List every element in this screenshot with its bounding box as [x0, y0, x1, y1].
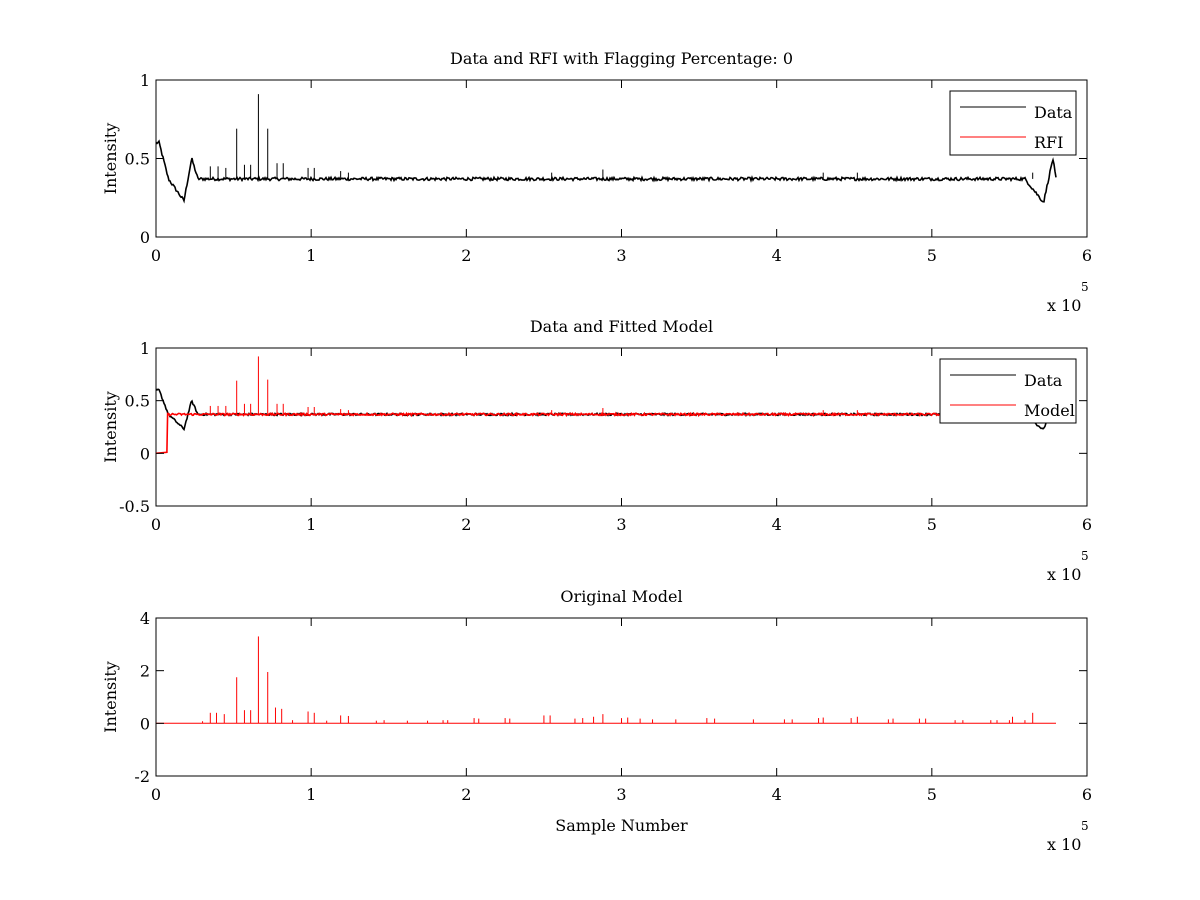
x-multiplier: x 10 [1047, 565, 1081, 584]
y-tick-label: 0 [140, 228, 150, 247]
x-tick-label: 3 [616, 785, 626, 804]
plot-title: Data and RFI with Flagging Percentage: 0 [450, 49, 793, 68]
series-line-model [155, 411, 1057, 455]
x-tick-label: 0 [151, 246, 161, 265]
x-tick-label: 1 [306, 246, 316, 265]
x-tick-label: 1 [306, 515, 316, 534]
y-tick-label: 1 [140, 339, 150, 358]
series-line-data [155, 139, 1057, 204]
x-multiplier-exponent: 5 [1081, 549, 1089, 563]
y-tick-label: 0 [140, 714, 150, 733]
x-tick-label: 0 [151, 515, 161, 534]
y-tick-label: 4 [140, 609, 150, 628]
x-tick-label: 4 [772, 246, 782, 265]
x-tick-label: 5 [927, 246, 937, 265]
y-axis-label: Intensity [101, 661, 120, 733]
legend-box [939, 358, 1077, 424]
y-tick-label: 0 [140, 444, 150, 463]
legend: Data Model [939, 358, 1077, 424]
y-tick-label: 0.5 [125, 150, 150, 169]
legend-label-rfi: RFI [1034, 133, 1063, 152]
x-tick-label: 3 [616, 246, 626, 265]
x-tick-label: 3 [616, 515, 626, 534]
plot-title: Original Model [560, 587, 682, 606]
x-tick-label: 1 [306, 785, 316, 804]
axes-box [155, 347, 1088, 507]
x-tick-label: 2 [461, 246, 471, 265]
x-multiplier: x 10 [1047, 296, 1081, 315]
y-tick-label: 1 [140, 71, 150, 90]
y-axis-label: Intensity [101, 123, 120, 195]
y-tick-label: -2 [134, 767, 150, 786]
axes-box [155, 617, 1088, 777]
x-multiplier: x 10 [1047, 835, 1081, 854]
x-tick-label: 2 [461, 515, 471, 534]
legend-label-model: Model [1024, 401, 1075, 420]
y-tick-label: 2 [140, 662, 150, 681]
x-multiplier-exponent: 5 [1081, 280, 1089, 294]
x-axis-label: Sample Number [555, 816, 688, 835]
x-tick-label: 4 [772, 785, 782, 804]
x-tick-label: 0 [151, 785, 161, 804]
x-multiplier-exponent: 5 [1081, 819, 1089, 833]
x-tick-label: 6 [1082, 246, 1092, 265]
legend-label-data: Data [1024, 371, 1063, 390]
legend-box [949, 90, 1077, 156]
y-tick-label: -0.5 [119, 497, 150, 516]
plot-title: Data and Fitted Model [530, 317, 713, 336]
legend-label-data: Data [1034, 103, 1073, 122]
x-tick-label: 2 [461, 785, 471, 804]
x-tick-label: 5 [927, 785, 937, 804]
legend: Data RFI [949, 90, 1077, 156]
axes-box [155, 79, 1088, 238]
y-axis-label: Intensity [101, 391, 120, 463]
y-tick-label: 0.5 [125, 392, 150, 411]
x-tick-label: 4 [772, 515, 782, 534]
x-tick-label: 6 [1082, 515, 1092, 534]
x-tick-label: 6 [1082, 785, 1092, 804]
x-tick-label: 5 [927, 515, 937, 534]
